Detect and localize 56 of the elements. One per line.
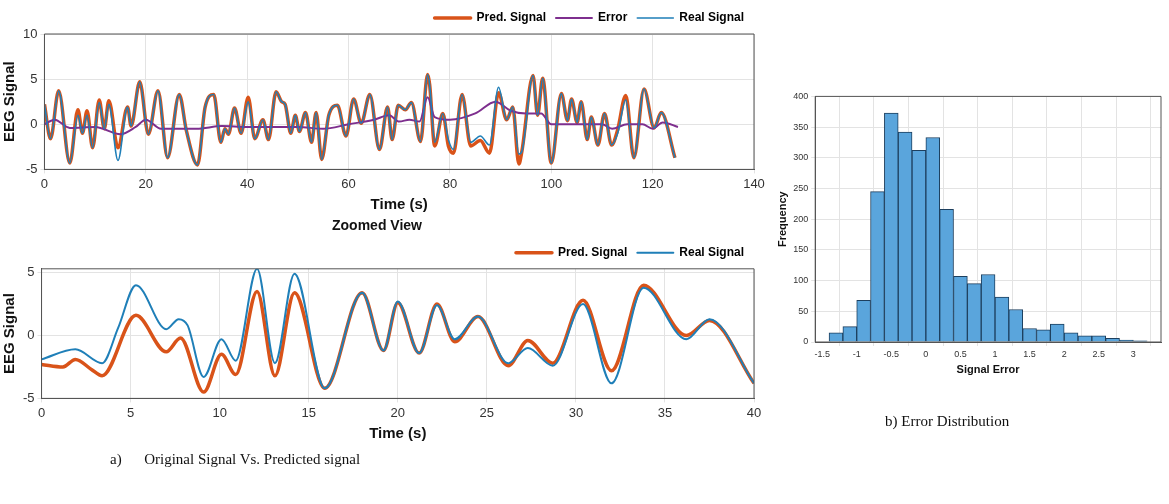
y-tick-label: 0 (27, 327, 35, 343)
y-tick-label: 300 (793, 152, 809, 163)
y-tick-label: 250 (793, 182, 809, 193)
y-tick-label: 100 (793, 275, 809, 286)
x-tick-label: 5 (127, 404, 135, 420)
x-tick-label: -1 (852, 348, 861, 359)
x-tick-label: 60 (341, 175, 356, 191)
x-tick-label: 30 (568, 404, 584, 420)
x-tick-label: 100 (540, 175, 563, 191)
x-tick-label: 0.5 (954, 348, 967, 359)
y-axis-title: Frequency (775, 190, 788, 248)
x-tick-label: 80 (442, 175, 458, 191)
x-tick-label: 20 (138, 175, 154, 191)
legend-label: Pred. Signal (476, 10, 546, 25)
y-tick-label: 200 (793, 213, 809, 224)
text: b) Error Distribution (885, 413, 1010, 430)
x-tick-label: -0.5 (883, 348, 900, 359)
y-tick-label: -5 (25, 160, 38, 176)
text: a) Original Signal Vs. Predicted signal (110, 451, 361, 468)
x-tick-label: 0 (40, 175, 49, 191)
x-axis-title: Time (s) (369, 424, 427, 442)
y-tick-label: 0 (30, 115, 38, 131)
x-tick-label: 2 (1061, 348, 1067, 359)
legend-label: Error (597, 10, 628, 25)
x-tick-label: -1.5 (814, 348, 830, 359)
x-tick-label: 1.5 (1023, 348, 1036, 359)
y-tick-label: 0 (803, 336, 809, 347)
y-tick-label: 50 (798, 305, 809, 316)
x-tick-label: 1 (992, 348, 998, 359)
y-axis-title: EEG Signal (0, 293, 18, 375)
y-tick-label: 350 (793, 121, 809, 132)
y-tick-label: 5 (27, 264, 35, 280)
legend-label: Pred. Signal (557, 245, 628, 260)
x-tick-label: 120 (641, 175, 664, 191)
y-tick-label: 400 (793, 90, 809, 101)
x-tick-label: 3 (1130, 348, 1136, 359)
y-tick-label: 10 (22, 25, 38, 41)
y-tick-label: 150 (793, 244, 809, 255)
x-tick-label: 140 (743, 175, 765, 191)
x-axis-title: Time (s) (370, 195, 428, 213)
x-tick-label: 2.5 (1092, 348, 1106, 359)
y-tick-label: 5 (30, 70, 38, 86)
x-tick-label: 25 (479, 404, 495, 420)
legend-label: Real Signal (679, 245, 744, 260)
x-tick-label: 40 (746, 404, 762, 420)
x-tick-label: 35 (657, 404, 673, 420)
legend-label: Real Signal (679, 10, 744, 25)
y-tick-label: -5 (23, 389, 35, 405)
chart-title: Zoomed View (332, 217, 423, 234)
x-tick-label: 20 (390, 404, 406, 420)
x-tick-label: 15 (301, 404, 316, 420)
x-axis-title: Signal Error (956, 363, 1021, 376)
y-axis-title: EEG Signal (0, 61, 18, 143)
x-tick-label: 40 (239, 175, 255, 191)
x-tick-label: 0 (923, 348, 929, 359)
x-tick-label: 10 (212, 404, 227, 420)
